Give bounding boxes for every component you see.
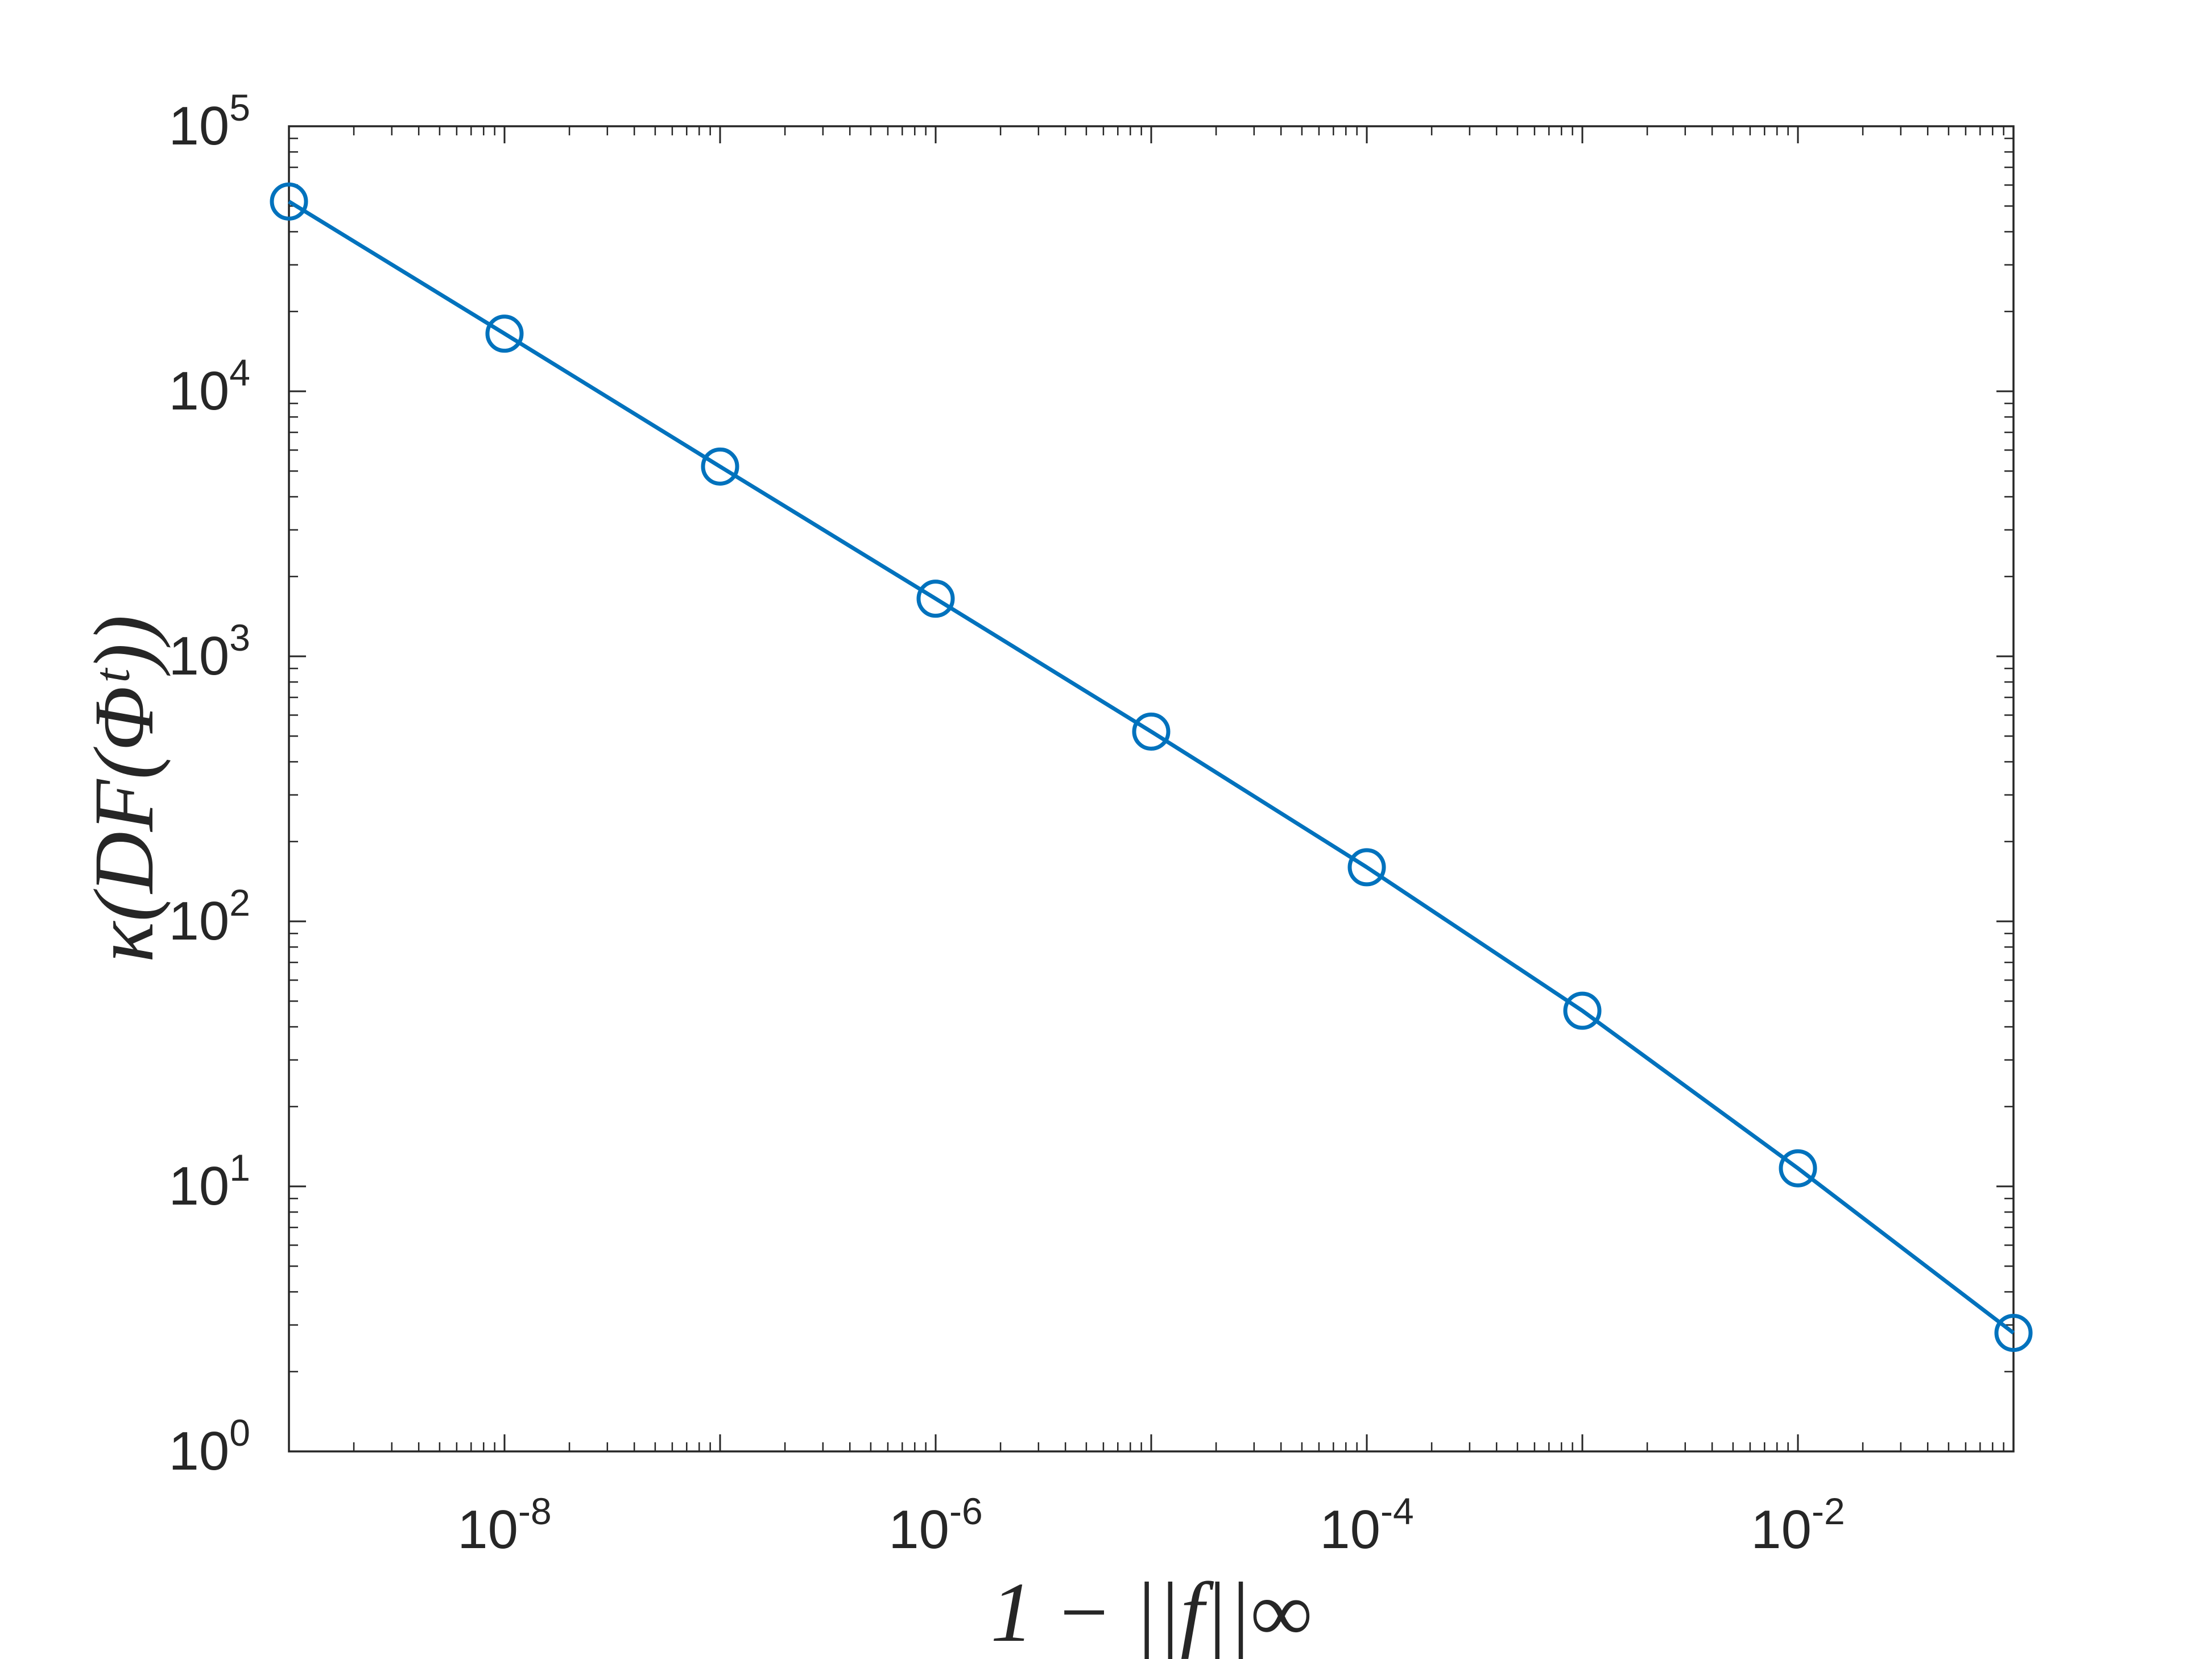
x-tick-label: 10-8 — [457, 1490, 551, 1560]
data-point — [916, 580, 955, 618]
data-point — [485, 315, 524, 353]
x-axis-label: 1 − ||f||∞ — [991, 1565, 1312, 1659]
plot-frame — [288, 125, 2015, 1453]
x-tick-label: 10-6 — [888, 1490, 982, 1560]
x-tick-labels: 10-8 10-6 10-4 10-2 — [457, 1490, 1845, 1560]
data-point — [270, 182, 308, 221]
y-axis-label: κ(DF(Φᵗ)) — [77, 615, 171, 962]
y-tick-labels: 100 101 102 103 104 105 — [169, 86, 251, 1482]
series-layer — [270, 182, 2033, 1352]
data-point — [1347, 848, 1386, 887]
data-point — [701, 447, 739, 486]
x-tick-label: 10-2 — [1751, 1490, 1845, 1560]
data-point — [1779, 1149, 1817, 1188]
data-point — [1563, 991, 1602, 1030]
y-tick-label: 105 — [169, 86, 251, 156]
y-tick-label: 100 — [169, 1412, 251, 1482]
minor-ticks — [289, 126, 2013, 1451]
y-tick-label: 102 — [169, 882, 251, 951]
y-tick-label: 104 — [169, 351, 251, 421]
data-point — [1132, 712, 1171, 751]
y-tick-label: 101 — [169, 1147, 251, 1217]
data-point — [1994, 1314, 2033, 1352]
x-tick-label: 10-4 — [1320, 1490, 1413, 1560]
y-tick-label: 103 — [169, 617, 251, 686]
plot-background — [289, 126, 2013, 1451]
series-line — [288, 200, 2015, 1335]
